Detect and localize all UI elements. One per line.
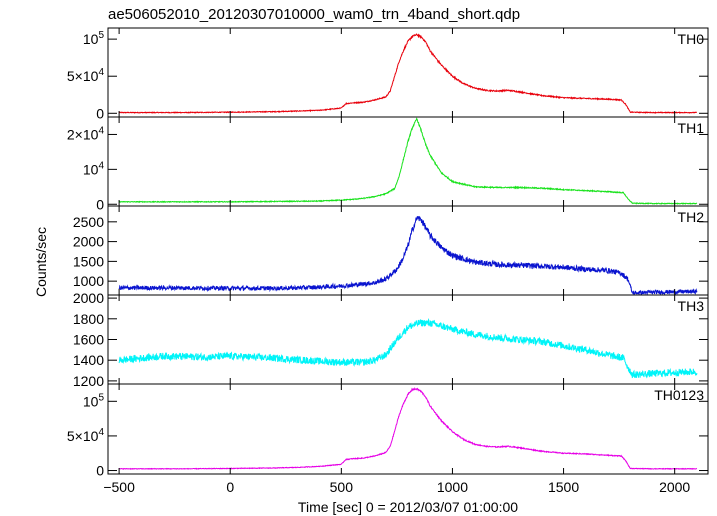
y-tick-label: 2500 — [73, 214, 104, 230]
x-tick-label: 500 — [330, 479, 354, 495]
y-tick-label: 1500 — [73, 253, 104, 269]
y-tick-label: 105 — [83, 392, 105, 409]
panel-frame — [107, 294, 709, 385]
y-tick-label: 0 — [96, 196, 104, 212]
panel-label: TH0 — [678, 31, 705, 47]
y-tick-label: 1600 — [73, 332, 104, 348]
panel-th1: TH1 0 104 2×104 — [67, 116, 709, 212]
x-tick-label: 1500 — [548, 479, 579, 495]
x-tick-label: −500 — [103, 479, 135, 495]
y-tick-label: 1200 — [73, 373, 104, 389]
y-tick-label: 2000 — [73, 290, 104, 306]
series-line-th0 — [118, 33, 698, 114]
x-tick-label: 2000 — [659, 479, 690, 495]
y-tick-label: 104 — [83, 160, 105, 177]
series-line-th0123 — [118, 387, 697, 471]
panel-frame — [107, 383, 709, 475]
x-tick-label: 0 — [226, 479, 234, 495]
y-tick-label: 5×104 — [67, 427, 105, 444]
y-tick-label: 105 — [83, 30, 105, 47]
x-tick-label: 1000 — [437, 479, 468, 495]
y-tick-label: 1800 — [73, 311, 104, 327]
y-tick-label: 0 — [96, 105, 104, 121]
x-axis-label: Time [sec] 0 = 2012/03/07 01:00:00 — [298, 499, 518, 515]
panel-th0: TH0 0 5×104 105 — [67, 27, 709, 121]
chart-title: ae506052010_20120307010000_wam0_trn_4ban… — [108, 6, 520, 23]
panel-th0123: TH0123 0 5×104 105 — [67, 383, 709, 479]
panel-frame — [107, 205, 709, 296]
series-line-th2 — [118, 215, 698, 296]
y-tick-label: 2000 — [73, 234, 104, 250]
y-tick-label: 0 — [96, 463, 104, 479]
y-tick-label: 2×104 — [67, 125, 105, 142]
panel-th3: TH3 1200 1400 1600 1800 2000 — [73, 290, 709, 389]
panel-label: TH1 — [678, 120, 705, 136]
panel-th2: TH2 1000 1500 2000 2500 — [73, 205, 709, 296]
series-line-th1 — [118, 117, 698, 205]
y-tick-label: 5×104 — [67, 67, 105, 84]
y-axis-label: Counts/sec — [33, 227, 49, 297]
y-tick-label: 1000 — [73, 273, 104, 289]
series-line-th3 — [118, 318, 698, 379]
panel-label: TH2 — [678, 209, 705, 225]
y-tick-label: 1400 — [73, 352, 104, 368]
panel-label: TH0123 — [654, 387, 704, 403]
panel-label: TH3 — [678, 298, 705, 314]
panels-group: TH0 0 5×104 105 TH1 0 104 2×104 TH2 1000 1500 2000 2… — [67, 27, 709, 495]
